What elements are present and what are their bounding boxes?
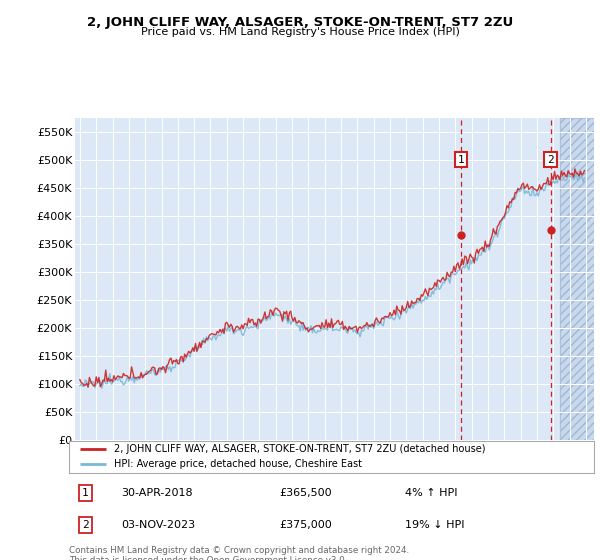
Text: 1: 1 bbox=[82, 488, 89, 498]
Text: £365,500: £365,500 bbox=[279, 488, 332, 498]
Text: Price paid vs. HM Land Registry's House Price Index (HPI): Price paid vs. HM Land Registry's House … bbox=[140, 27, 460, 37]
Text: 2, JOHN CLIFF WAY, ALSAGER, STOKE-ON-TRENT, ST7 2ZU (detached house): 2, JOHN CLIFF WAY, ALSAGER, STOKE-ON-TRE… bbox=[113, 445, 485, 455]
Text: HPI: Average price, detached house, Cheshire East: HPI: Average price, detached house, Ches… bbox=[113, 459, 362, 469]
Text: 1: 1 bbox=[457, 155, 464, 165]
Text: 30-APR-2018: 30-APR-2018 bbox=[121, 488, 193, 498]
Bar bbox=[560, 118, 600, 440]
Text: Contains HM Land Registry data © Crown copyright and database right 2024.
This d: Contains HM Land Registry data © Crown c… bbox=[69, 546, 409, 560]
Text: 2: 2 bbox=[547, 155, 554, 165]
Text: 4% ↑ HPI: 4% ↑ HPI bbox=[405, 488, 458, 498]
Text: 2, JOHN CLIFF WAY, ALSAGER, STOKE-ON-TRENT, ST7 2ZU: 2, JOHN CLIFF WAY, ALSAGER, STOKE-ON-TRE… bbox=[87, 16, 513, 29]
Text: 03-NOV-2023: 03-NOV-2023 bbox=[121, 520, 196, 530]
Text: 19% ↓ HPI: 19% ↓ HPI bbox=[405, 520, 464, 530]
Text: 2: 2 bbox=[82, 520, 89, 530]
Bar bbox=[560, 118, 600, 440]
Text: £375,000: £375,000 bbox=[279, 520, 332, 530]
